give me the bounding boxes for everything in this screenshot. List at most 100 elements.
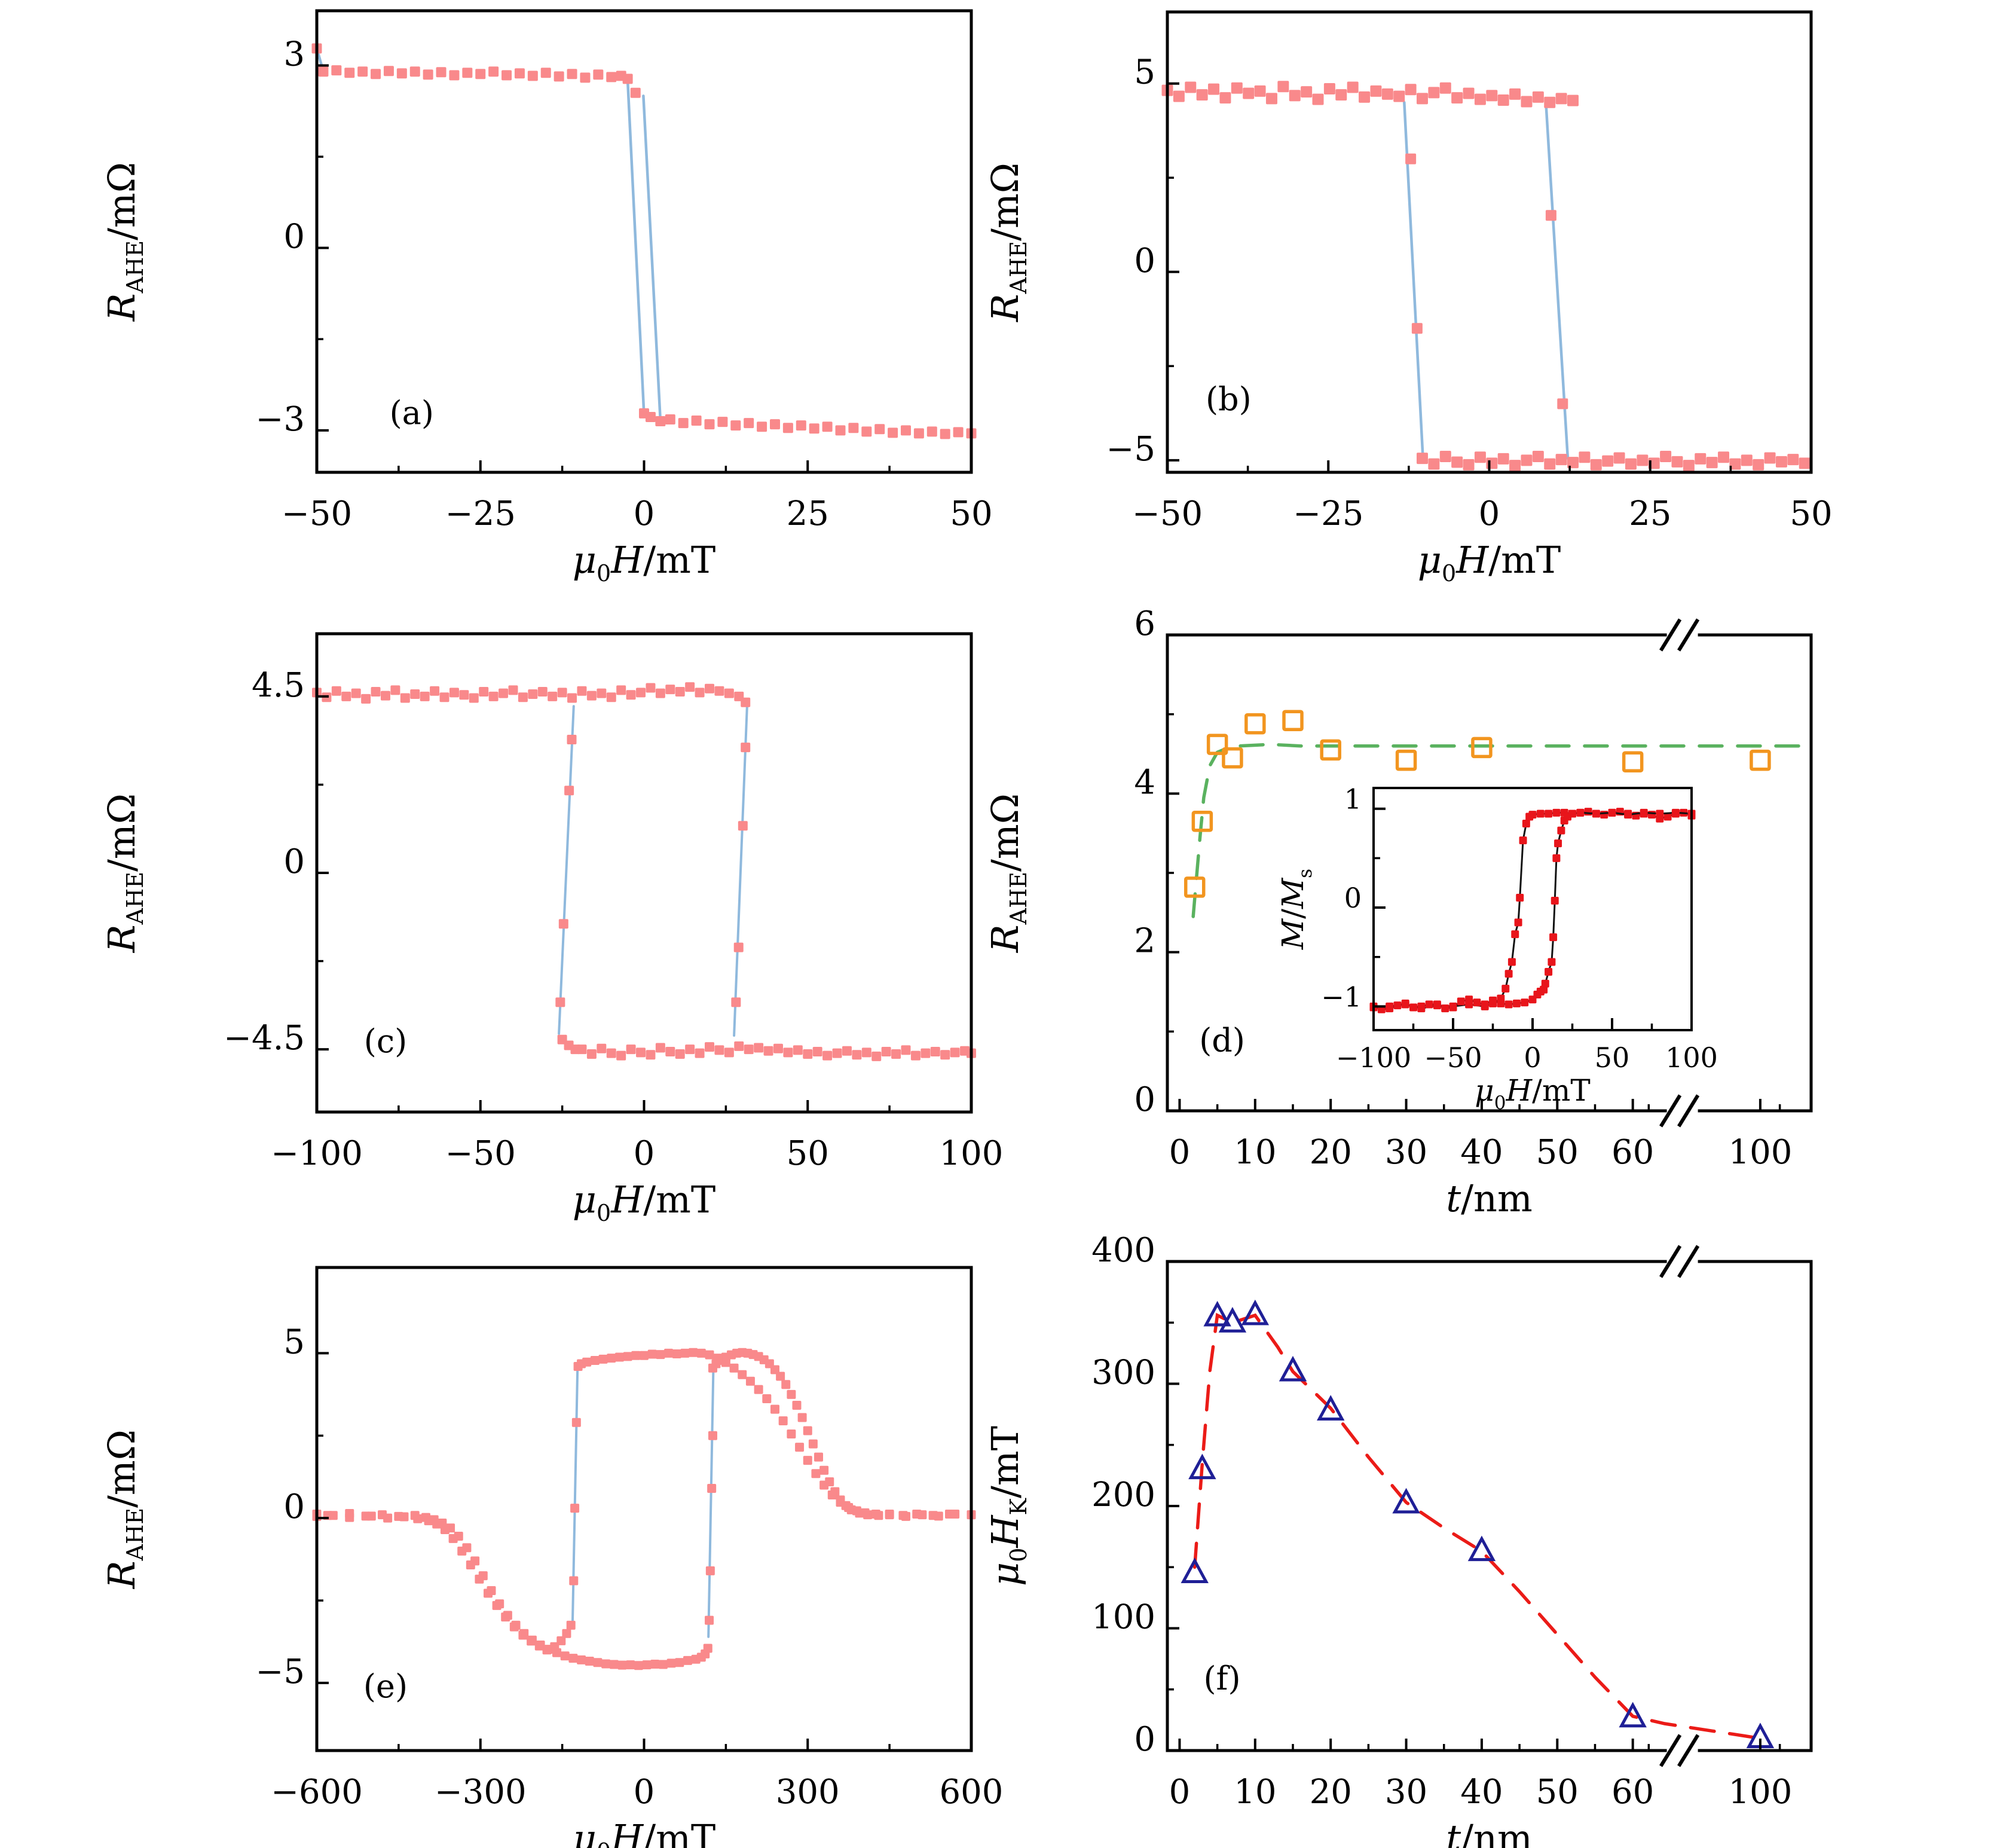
square-marker [371,687,381,697]
square-marker [1663,812,1672,821]
square-marker [318,66,329,77]
square-marker [1433,1000,1441,1009]
square-marker [1489,996,1497,1004]
square-marker [344,68,355,78]
axis-break-slash [1659,1245,1682,1278]
square-marker [1439,451,1451,463]
square-marker [1277,81,1289,93]
panel-e-ticks: −600 −300 0 300 600 5 0 −5 [255,1322,1003,1812]
x-tick-label: 60 [1611,1773,1654,1812]
x-axis-label-a: μ0H/mT [573,538,716,587]
square-marker [488,691,499,701]
y-tick-label: 5 [1134,53,1155,92]
x-tick-label: 50 [1595,1041,1630,1074]
y-tick-label: 100 [1091,1598,1155,1637]
square-marker [803,1456,812,1465]
square-marker [1507,958,1516,966]
series-connector-markers [569,1418,717,1625]
panel-b-series [1161,81,1811,472]
square-marker [1497,999,1505,1007]
square-marker [1624,811,1632,819]
square-marker [1536,810,1545,818]
x-tick-label: 0 [634,1134,655,1173]
square-marker [703,1644,712,1653]
square-marker [1208,83,1220,95]
square-marker [518,1630,528,1640]
square-marker [783,1047,793,1058]
square-marker [1521,96,1533,108]
series-m-down-sweep [1369,808,1696,1013]
square-marker [331,686,341,696]
square-marker [537,687,548,697]
square-marker [1219,92,1231,104]
square-marker [714,1045,724,1055]
square-marker [1359,91,1371,103]
square-marker [874,424,885,435]
square-marker [1509,460,1521,472]
square-marker [631,1351,641,1360]
square-marker [678,418,689,429]
square-marker [665,685,675,695]
series-hk-vs-thickness [1181,1299,1775,1749]
x-tick-label: 0 [1524,1041,1541,1074]
x-tick-label: 40 [1460,1773,1503,1812]
square-marker [1519,836,1527,845]
square-marker [1640,808,1648,817]
square-marker [557,688,567,698]
series-connector-right [733,703,748,1037]
square-marker [636,688,646,698]
square-marker [809,423,819,434]
series-connector-markers [555,735,751,1007]
y-axis-label-d-inset: M/Ms [1276,869,1316,950]
y-axis-label-a: RAHE/mΩ [100,162,148,322]
square-marker [685,1044,695,1055]
square-marker [1706,457,1718,469]
square-marker [792,1401,802,1410]
x-axis-label-b: μ0H/mT [1418,538,1561,587]
square-marker [558,919,568,929]
panel-c-ticks: −100 −50 0 50 100 4.5 0 −4.5 [224,666,1003,1173]
square-marker [567,693,577,703]
square-marker [848,423,859,433]
y-tick-label: 400 [1091,1231,1155,1270]
square-marker [705,1042,714,1052]
square-marker [822,421,833,432]
square-marker [675,687,685,697]
square-marker [553,71,564,82]
square-marker [1521,998,1529,1007]
square-marker [609,1660,619,1669]
square-marker [940,429,950,439]
square-marker [383,1513,393,1523]
x-tick-label: 100 [1728,1773,1792,1812]
x-tick-label: 25 [787,494,829,533]
square-marker [390,685,400,695]
y-axis-label-d: RAHE/mΩ [983,793,1032,953]
square-marker [842,1046,852,1056]
square-marker [366,1511,376,1521]
square-marker [1567,457,1579,469]
triangle-marker [1218,1307,1247,1333]
square-marker [518,692,528,702]
x-tick-label: −100 [271,1134,363,1173]
square-marker [770,1404,779,1414]
square-marker [1608,808,1616,817]
y-axis-label-b: RAHE/mΩ [983,163,1032,322]
square-marker [569,1576,579,1586]
square-marker [665,1047,675,1057]
square-marker [548,691,558,701]
square-marker [1439,82,1451,94]
square-marker [1282,710,1304,732]
square-marker [724,1047,734,1058]
series-rahe-vs-thickness [1184,710,1771,898]
series-line [1372,811,1693,1010]
square-marker [1552,808,1561,817]
square-marker [1405,153,1417,164]
square-marker [650,1659,660,1669]
panel-f: 0 10 20 30 40 50 60 100 0 100 200 300 400 t/nm μ0HK/mT… [983,1231,1813,1848]
square-marker [1501,985,1510,993]
square-marker [770,419,780,430]
square-marker [666,1658,676,1668]
square-marker [1584,808,1592,816]
square-marker [1347,81,1359,93]
